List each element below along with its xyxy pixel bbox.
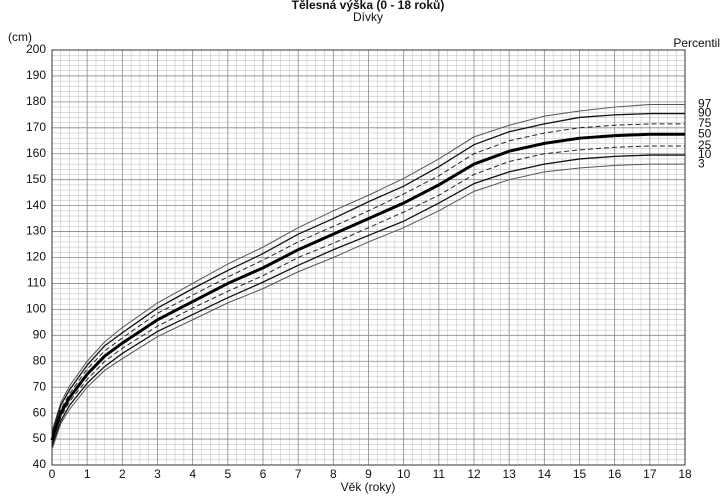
- y-tick-label: 150: [26, 172, 46, 186]
- y-tick-label: 80: [33, 353, 47, 367]
- x-tick-label: 0: [49, 467, 56, 481]
- chart-title: Tělesná výška (0 - 18 roků): [292, 0, 445, 12]
- x-tick-label: 13: [502, 467, 516, 481]
- plot-frame: [51, 49, 686, 466]
- legend-label: 25: [698, 138, 712, 152]
- x-tick-label: 6: [260, 467, 267, 481]
- legend-label: 97: [698, 97, 712, 111]
- y-tick-label: 190: [26, 68, 46, 82]
- y-tick-label: 90: [33, 327, 47, 341]
- y-tick-label: 110: [27, 276, 46, 290]
- x-tick-label: 16: [608, 467, 622, 481]
- y-tick-label: 50: [33, 431, 47, 445]
- y-tick-label: 120: [26, 250, 46, 264]
- x-tick-label: 10: [397, 467, 411, 481]
- percentile-line: [51, 112, 685, 435]
- y-tick-label: 60: [33, 405, 47, 419]
- x-tick-label: 9: [365, 467, 372, 481]
- legend-title: Percentil: [673, 36, 720, 50]
- x-tick-label: 7: [295, 467, 302, 481]
- x-tick-label: 2: [119, 467, 126, 481]
- legend-label: 90: [698, 106, 712, 120]
- legend-label: 75: [698, 116, 712, 130]
- y-tick-label: 100: [26, 302, 46, 316]
- y-tick-label: 70: [33, 379, 47, 393]
- percentile-line: [51, 163, 685, 450]
- y-tick-label: 130: [26, 224, 46, 238]
- percentile-line: [51, 123, 685, 438]
- legend-label: 10: [698, 147, 712, 161]
- x-tick-label: 18: [678, 467, 692, 481]
- x-tick-label: 14: [538, 467, 552, 481]
- legend-label: 50: [698, 126, 712, 140]
- chart-subtitle: Dívky: [353, 10, 383, 24]
- x-tick-label: 1: [84, 467, 91, 481]
- percentile-line: [51, 145, 685, 445]
- y-tick-label: 200: [26, 42, 46, 56]
- percentile-line: [51, 154, 685, 448]
- x-axis-label: Věk (roky): [341, 480, 396, 494]
- x-tick-label: 15: [573, 467, 587, 481]
- y-tick-label: 170: [26, 120, 46, 134]
- percentile-line: [51, 103, 685, 432]
- legend-label: 3: [698, 156, 705, 170]
- y-tick-label: 140: [26, 198, 46, 212]
- x-tick-label: 12: [467, 467, 481, 481]
- x-tick-label: 11: [433, 467, 446, 481]
- y-tick-label: 160: [26, 146, 46, 160]
- x-tick-label: 4: [189, 467, 196, 481]
- x-tick-label: 5: [224, 467, 231, 481]
- y-tick-label: 180: [26, 94, 46, 108]
- y-tick-label: 40: [33, 457, 47, 471]
- x-tick-label: 17: [643, 467, 657, 481]
- x-tick-label: 3: [154, 467, 161, 481]
- x-tick-label: 8: [330, 467, 337, 481]
- percentile-line: [50, 132, 685, 441]
- y-axis-label: (cm): [8, 30, 32, 44]
